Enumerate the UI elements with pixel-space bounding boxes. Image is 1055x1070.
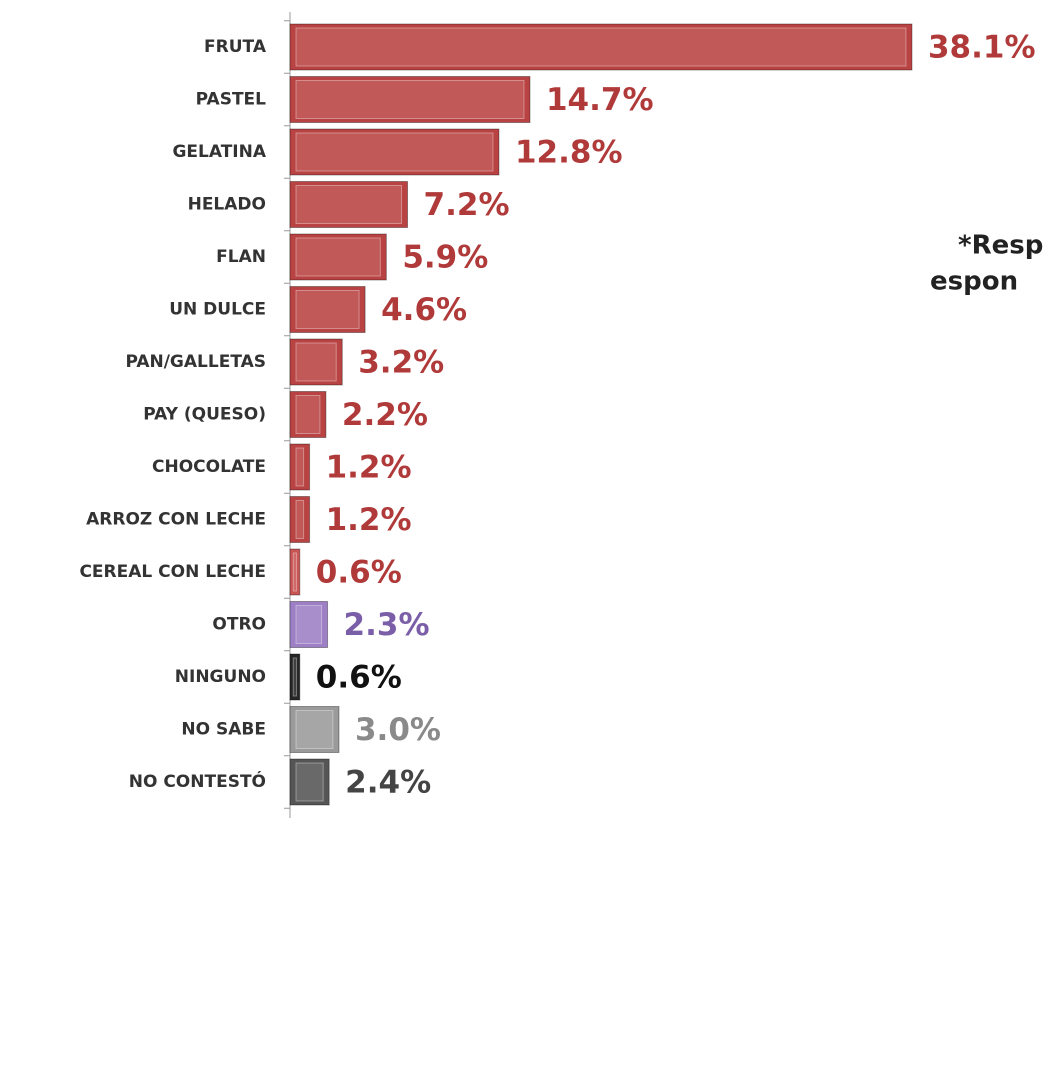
bar-bevel [295,132,494,172]
value-label: 38.1% [928,30,1036,66]
y-tick-label: GELATINA [172,142,266,162]
bar-bevel [295,762,324,802]
bar [289,548,301,596]
y-tick-label: CEREAL CON LECHE [79,562,266,582]
bar-bevel [295,185,403,224]
y-tick-label: PAY (QUESO) [143,405,266,425]
value-label: 3.0% [355,712,441,748]
annotation: *Resp [958,231,1043,261]
bar [289,391,327,438]
bar-bevel [295,605,323,644]
bar-bevel [295,342,337,382]
bar-bevel [295,710,334,749]
bar [289,338,343,386]
y-tick-label: NO SABE [181,720,266,740]
bar [289,286,366,333]
bar [289,706,340,753]
bar [289,181,409,228]
value-label: 0.6% [316,660,402,696]
value-label: 2.4% [345,765,431,801]
bar-bevel [295,447,305,487]
value-label: 5.9% [402,240,488,276]
bar-bevel [295,395,321,434]
bar-bevel [295,237,381,277]
bar-bevel [295,500,305,539]
bar [289,653,301,701]
y-tick-label: PAN/GALLETAS [125,352,266,372]
y-tick-label: PASTEL [196,90,267,110]
value-label: 14.7% [546,82,654,118]
bar [289,601,329,648]
bar [289,496,311,543]
y-tick-label: FLAN [216,247,266,267]
value-label: 4.6% [381,292,467,328]
y-tick-label: FRUTA [204,37,267,57]
bar [289,128,500,176]
value-label: 12.8% [515,135,623,171]
value-label: 1.2% [326,450,412,486]
y-tick-label: OTRO [212,615,266,635]
y-tick-label: NINGUNO [175,667,266,687]
value-label: 0.6% [316,555,402,591]
bar [289,23,913,71]
value-label: 7.2% [424,187,510,223]
value-label: 2.2% [342,397,428,433]
y-tick-label: UN DULCE [169,300,266,320]
bar-bevel [292,657,298,697]
y-tick-label: NO CONTESTÓ [129,770,266,792]
y-tick-label: CHOCOLATE [152,457,266,477]
bar-bevel [295,27,907,67]
bar-bevel [295,80,525,119]
annotation: espon [930,267,1018,297]
y-tick-label: ARROZ CON LECHE [86,510,266,530]
bar [289,76,531,123]
value-label: 2.3% [344,607,430,643]
value-label: 1.2% [326,502,412,538]
bar-bevel [292,552,298,592]
bar [289,758,330,806]
bar [289,233,387,281]
bar [289,443,311,491]
bar-bevel [295,290,360,329]
value-label: 3.2% [358,345,444,381]
y-tick-label: HELADO [188,195,266,215]
